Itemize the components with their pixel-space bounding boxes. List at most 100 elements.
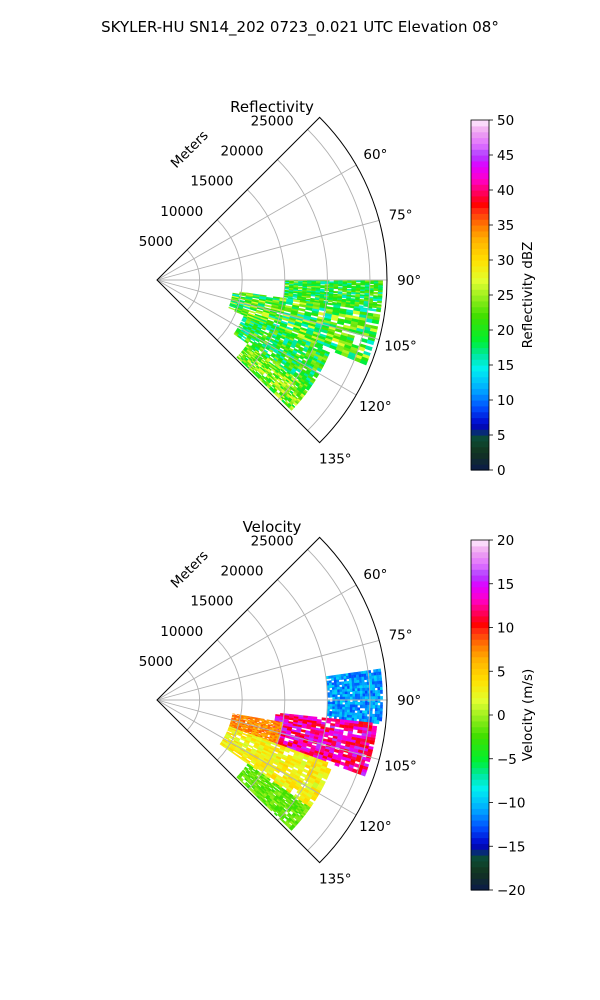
echo-cell: [329, 321, 338, 327]
echo-cell: [273, 791, 278, 796]
echo-cell: [370, 696, 373, 700]
echo-cell: [238, 727, 241, 729]
echo-cell: [285, 335, 291, 340]
echo-cell: [298, 395, 303, 400]
echo-cell: [232, 721, 236, 723]
echo-cell: [271, 344, 277, 349]
echo-cell: [240, 726, 244, 729]
echo-cell: [263, 367, 268, 371]
echo-cell: [270, 766, 276, 771]
echo-cell: [362, 350, 371, 357]
echo-cell: [279, 759, 286, 765]
echo-cell: [251, 785, 255, 790]
echo-cell: [256, 750, 262, 755]
echo-cell: [331, 687, 335, 691]
echo-cell: [247, 313, 255, 318]
echo-cell: [357, 690, 361, 695]
echo-cell: [275, 335, 281, 340]
echo-cell: [249, 345, 254, 349]
echo-cell: [309, 342, 316, 347]
echo-cell: [253, 317, 261, 322]
echo-cell: [260, 774, 265, 778]
echo-cell: [265, 790, 270, 795]
echo-cell: [280, 787, 285, 792]
echo-cell: [244, 347, 248, 351]
echo-cell: [270, 741, 277, 746]
echo-cell: [288, 365, 294, 371]
echo-cell: [284, 283, 290, 286]
echo-cell: [263, 782, 268, 786]
echo-cell: [248, 762, 254, 768]
echo-cell: [289, 335, 295, 340]
echo-cell: [242, 769, 246, 774]
echo-cell: [250, 319, 256, 323]
echo-cell: [371, 719, 375, 724]
echo-cell: [238, 726, 242, 729]
echo-cell: [256, 364, 261, 369]
echo-cell: [302, 742, 308, 747]
echo-cell: [343, 676, 347, 680]
echo-cell: [264, 743, 271, 748]
echo-cell: [278, 356, 284, 362]
echo-cell: [281, 809, 286, 814]
echo-cell: [308, 322, 316, 328]
echo-cell: [327, 300, 333, 303]
echo-cell: [314, 765, 321, 771]
echo-cell: [281, 798, 286, 803]
echo-cell: [291, 818, 296, 823]
echo-cell: [268, 781, 273, 786]
echo-cell: [246, 343, 251, 347]
echo-cell: [295, 388, 300, 393]
echo-cell: [340, 332, 349, 338]
echo-cell: [357, 688, 361, 692]
echo-cell: [254, 313, 262, 318]
echo-cell: [290, 362, 296, 367]
echo-cell: [307, 757, 314, 763]
echo-cell: [354, 693, 358, 698]
echo-cell: [355, 674, 360, 679]
colorbar-tick-label: 10: [497, 393, 514, 409]
echo-cell: [374, 710, 378, 715]
echo-cell: [342, 706, 346, 711]
echo-cell: [284, 337, 290, 342]
echo-cell: [242, 360, 246, 364]
echo-cell: [267, 384, 272, 388]
echo-cell: [260, 780, 265, 784]
echo-cell: [233, 718, 237, 721]
echo-cell: [281, 803, 286, 808]
echo-cell: [281, 352, 287, 357]
echo-cell: [234, 724, 238, 726]
echo-cell: [360, 701, 363, 706]
echo-cell: [265, 722, 269, 725]
colorbar-segment: [471, 697, 489, 704]
echo-cell: [250, 775, 255, 779]
echo-cell: [349, 693, 353, 698]
echo-cell: [243, 724, 247, 727]
echo-cell: [263, 776, 268, 780]
echo-cell: [356, 682, 360, 687]
echo-cell: [250, 337, 256, 342]
echo-cell: [309, 363, 315, 368]
echo-cell: [359, 359, 368, 366]
echo-cell: [254, 771, 259, 775]
echo-cell: [344, 712, 348, 716]
echo-cell: [301, 725, 307, 729]
echo-cell: [288, 826, 294, 831]
echo-cell: [231, 715, 235, 718]
echo-cell: [377, 711, 381, 716]
echo-cell: [235, 745, 241, 750]
echo-cell: [292, 392, 297, 397]
echo-cell: [276, 727, 280, 730]
echo-cell: [254, 367, 259, 371]
echo-cell: [347, 686, 350, 690]
echo-cell: [320, 286, 325, 289]
echo-cell: [274, 329, 279, 334]
echo-cell: [334, 708, 338, 713]
echo-cell: [285, 328, 293, 333]
echo-cell: [269, 806, 274, 811]
echo-cell: [266, 343, 272, 348]
echo-cell: [230, 721, 234, 723]
echo-cell: [312, 770, 319, 776]
echo-cell: [343, 678, 347, 683]
echo-cell: [284, 305, 293, 309]
